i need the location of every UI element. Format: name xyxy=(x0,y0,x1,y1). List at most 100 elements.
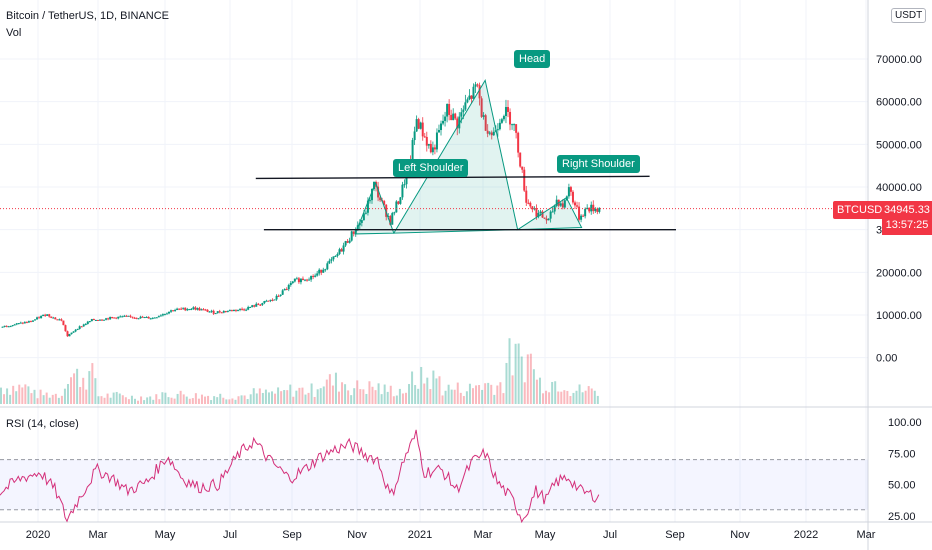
volume-bar xyxy=(100,396,103,404)
volume-bar xyxy=(143,400,146,404)
time-tick-label: 2022 xyxy=(794,529,818,541)
volume-bar xyxy=(456,382,459,404)
price-tick-label: 50000.00 xyxy=(876,139,922,151)
time-tick-label: Sep xyxy=(282,529,302,541)
volume-bar xyxy=(459,392,462,404)
volume-bar xyxy=(484,383,487,404)
candle-body xyxy=(350,231,353,241)
symbol-legend[interactable]: Bitcoin / TetherUS, 1D, BINANCE xyxy=(6,10,170,22)
candle-body xyxy=(517,132,520,153)
time-tick-label: Nov xyxy=(730,529,750,541)
candle-body xyxy=(484,115,487,131)
volume-bar xyxy=(337,391,340,404)
candle-body xyxy=(139,316,142,319)
candle-body xyxy=(251,305,254,307)
candle-body xyxy=(29,321,32,323)
candle-body xyxy=(267,300,270,302)
candle-body xyxy=(135,317,138,319)
candle-body xyxy=(190,308,193,310)
candle-body xyxy=(40,316,43,319)
candle-body xyxy=(580,215,583,220)
candle-body xyxy=(551,211,554,213)
candle-body xyxy=(391,213,394,225)
candle-body xyxy=(273,299,276,301)
volume-bar xyxy=(554,381,557,404)
candle-body xyxy=(452,113,455,121)
candle-body xyxy=(115,317,118,319)
volume-bar xyxy=(560,391,563,404)
candle-body xyxy=(133,317,136,319)
volume-bar xyxy=(468,383,471,404)
time-tick-label: May xyxy=(155,529,176,541)
candle-body xyxy=(423,136,426,138)
candle-body xyxy=(94,319,97,321)
volume-bar xyxy=(109,397,112,404)
volume-legend[interactable]: Vol xyxy=(6,27,22,39)
candle-body xyxy=(121,316,124,318)
candle-body xyxy=(336,254,339,256)
volume-bar xyxy=(520,356,523,404)
candle-body xyxy=(253,305,256,307)
candle-body xyxy=(70,332,73,335)
candle-body xyxy=(527,202,530,204)
candle-body xyxy=(52,317,55,319)
candle-body xyxy=(366,200,369,213)
candle-body xyxy=(113,317,116,319)
candle-body xyxy=(15,323,18,325)
volume-bar xyxy=(575,390,578,404)
volume-bar xyxy=(590,388,593,404)
rsi-legend[interactable]: RSI (14, close) xyxy=(6,418,79,430)
volume-bar xyxy=(85,389,88,404)
volume-bar xyxy=(487,382,490,404)
candle-body xyxy=(397,201,400,204)
resistance-line xyxy=(255,175,650,180)
candle-body xyxy=(588,207,591,212)
candle-body xyxy=(103,319,106,321)
candle-body xyxy=(435,132,438,150)
candle-body xyxy=(466,99,469,103)
candle-body xyxy=(1,326,4,328)
volume-bar xyxy=(523,382,526,404)
candle-body xyxy=(531,206,534,210)
volume-bar xyxy=(133,398,136,404)
volume-bar xyxy=(557,391,560,404)
candle-body xyxy=(507,107,509,112)
volume-bar xyxy=(9,394,12,404)
candle-body xyxy=(458,116,461,129)
time-tick-label: Mar xyxy=(474,529,493,541)
candle-body xyxy=(19,322,22,324)
volume-bar xyxy=(481,389,484,404)
candle-body xyxy=(141,316,144,318)
candle-body xyxy=(377,186,380,198)
candle-body xyxy=(60,319,63,321)
volume-bar xyxy=(97,396,100,404)
time-tick-label: Jul xyxy=(603,529,617,541)
volume-bar xyxy=(283,390,286,404)
volume-bar xyxy=(106,393,109,404)
volume-bar xyxy=(39,389,42,404)
candle-body xyxy=(269,299,272,301)
currency-selector[interactable]: USDT xyxy=(891,8,927,23)
candle-body xyxy=(66,331,69,337)
volume-bar xyxy=(267,392,270,404)
candle-body xyxy=(476,84,479,86)
candle-body xyxy=(496,129,499,131)
right-shoulder-shape xyxy=(515,196,583,231)
candle-body xyxy=(159,315,162,317)
candle-body xyxy=(283,289,286,291)
volume-bar xyxy=(310,383,313,404)
volume-bar xyxy=(581,392,584,404)
volume-bar xyxy=(295,390,298,404)
candle-body xyxy=(243,309,246,311)
candle-body xyxy=(338,249,341,255)
volume-bar xyxy=(115,391,118,404)
volume-bar xyxy=(170,397,173,404)
candle-body xyxy=(9,326,12,328)
candle-body xyxy=(344,241,347,246)
volume-bar xyxy=(204,396,207,404)
candle-body xyxy=(513,124,516,126)
candle-body xyxy=(411,140,414,163)
volume-bar xyxy=(420,366,423,404)
volume-bar xyxy=(261,392,264,404)
